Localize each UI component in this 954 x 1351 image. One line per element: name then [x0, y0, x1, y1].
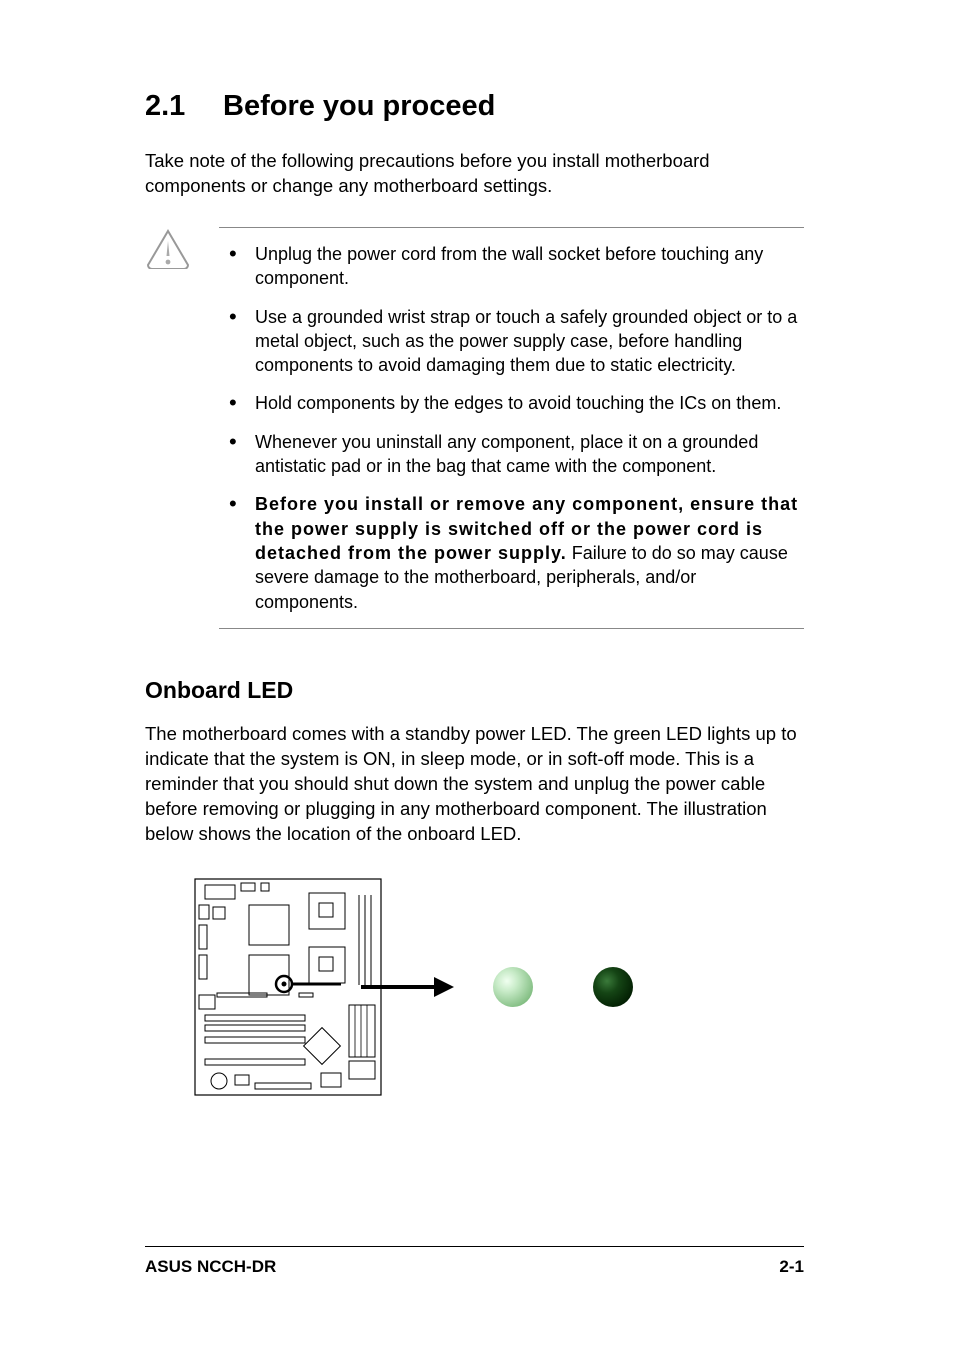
precaution-item: Before you install or remove any compone… — [219, 492, 804, 613]
footer-left: ASUS NCCH-DR — [145, 1257, 276, 1277]
precaution-list: Unplug the power cord from the wall sock… — [219, 242, 804, 614]
subsection-heading: Onboard LED — [145, 677, 804, 704]
precaution-item: Use a grounded wrist strap or touch a sa… — [219, 305, 804, 378]
section-title: Before you proceed — [223, 90, 495, 122]
led-off-icon — [591, 965, 635, 1009]
caution-icon — [145, 227, 191, 274]
precaution-text: Whenever you uninstall any component, pl… — [255, 432, 758, 476]
precaution-text: Hold components by the edges to avoid to… — [255, 393, 781, 413]
section-number: 2.1 — [145, 90, 223, 123]
footer: ASUS NCCH-DR 2-1 — [145, 1246, 804, 1277]
footer-right: 2-1 — [779, 1257, 804, 1277]
led-on-icon — [491, 965, 535, 1009]
precaution-item: Hold components by the edges to avoid to… — [219, 391, 804, 415]
precaution-text: Unplug the power cord from the wall sock… — [255, 244, 763, 288]
precaution-text: Use a grounded wrist strap or touch a sa… — [255, 307, 797, 376]
onboard-led-text: The motherboard comes with a standby pow… — [145, 722, 804, 847]
intro-text: Take note of the following precautions b… — [145, 149, 804, 199]
precaution-block: Unplug the power cord from the wall sock… — [145, 227, 804, 629]
arrow-icon — [361, 972, 456, 1002]
led-pair — [491, 965, 635, 1009]
section-heading: 2.1Before you proceed — [145, 90, 804, 123]
precaution-item: Whenever you uninstall any component, pl… — [219, 430, 804, 479]
precaution-content: Unplug the power cord from the wall sock… — [219, 227, 804, 629]
precaution-item: Unplug the power cord from the wall sock… — [219, 242, 804, 291]
motherboard-diagram — [191, 875, 386, 1100]
diagram-row — [145, 875, 804, 1100]
